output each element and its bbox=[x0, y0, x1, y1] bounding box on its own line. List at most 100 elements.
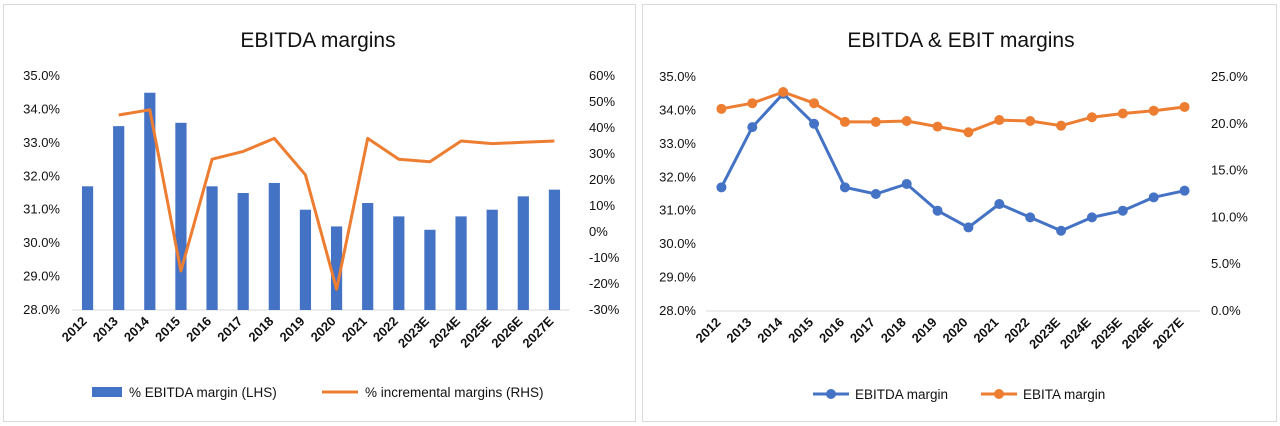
legend-label: EBITA margin bbox=[1023, 387, 1105, 402]
bar bbox=[517, 196, 529, 310]
x-tick-label: 2021 bbox=[970, 315, 1001, 346]
data-point bbox=[870, 189, 881, 199]
legend-swatch bbox=[92, 387, 122, 397]
y-left-tick-label: 31.0% bbox=[23, 202, 60, 217]
x-tick-label: 2015 bbox=[785, 315, 816, 346]
data-point bbox=[716, 103, 727, 114]
y-right-tick-label: -30% bbox=[589, 302, 620, 317]
legend-marker bbox=[826, 389, 836, 399]
bar bbox=[237, 193, 249, 310]
x-tick-label: 2013 bbox=[90, 314, 121, 345]
x-tick-label: 2015 bbox=[152, 314, 183, 345]
data-point bbox=[901, 178, 912, 189]
y-left-tick-label: 32.0% bbox=[23, 168, 60, 183]
y-right-tick-label: 5.0% bbox=[1211, 256, 1241, 271]
y-right-tick-label: 40% bbox=[589, 120, 615, 135]
y-right-tick-label: 15.0% bbox=[1211, 163, 1248, 178]
bar bbox=[548, 189, 561, 310]
ebitda-ebit-margins-chart: EBITDA & EBIT margins 28.0% 29.0% 30.0% 31.0… bbox=[642, 4, 1277, 422]
bar bbox=[455, 216, 467, 310]
y-left-tick-label: 28.0% bbox=[23, 302, 60, 317]
data-point bbox=[747, 122, 758, 133]
x-tick-label: 2016 bbox=[183, 314, 214, 345]
x-tick-label: 2017 bbox=[214, 314, 245, 345]
x-tick-label: 2014 bbox=[121, 313, 153, 345]
legend-marker bbox=[994, 389, 1004, 399]
x-tick-label: 2020 bbox=[308, 314, 339, 345]
data-point bbox=[809, 118, 820, 129]
x-tick-label: 2020 bbox=[940, 315, 971, 346]
y-left-tick-label: 35.0% bbox=[23, 68, 60, 83]
bar bbox=[113, 126, 125, 311]
data-point bbox=[809, 98, 820, 109]
data-point bbox=[1179, 185, 1190, 196]
x-tick-label: 2018 bbox=[878, 315, 909, 346]
data-point bbox=[1179, 101, 1190, 112]
y-left-tick-label: 31.0% bbox=[659, 203, 696, 218]
bar bbox=[424, 229, 436, 310]
x-tick-label: 2026E bbox=[488, 313, 525, 350]
data-point bbox=[932, 205, 943, 216]
data-point bbox=[994, 115, 1005, 126]
chart-title: EBITDA margins bbox=[240, 29, 395, 52]
data-point bbox=[963, 222, 974, 233]
y-right-tick-label: 0% bbox=[589, 224, 608, 239]
x-tick-label: 2024E bbox=[1057, 314, 1094, 351]
x-tick-label: 2017 bbox=[847, 315, 878, 346]
y-left-tick-label: 34.0% bbox=[659, 102, 696, 117]
y-right-tick-label: 25.0% bbox=[1211, 69, 1248, 84]
chart-title: EBITDA & EBIT margins bbox=[847, 29, 1074, 52]
y-right-tick-label: 60% bbox=[589, 68, 615, 83]
y-right-tick-label: 20% bbox=[589, 172, 615, 187]
data-point bbox=[1056, 225, 1067, 236]
data-point bbox=[839, 182, 850, 193]
data-point bbox=[1086, 212, 1097, 223]
bar bbox=[393, 216, 405, 310]
data-point bbox=[932, 121, 943, 132]
y-right-tick-label: 10% bbox=[589, 198, 615, 213]
y-left-tick-label: 30.0% bbox=[659, 236, 696, 251]
y-right-tick-label: -20% bbox=[589, 276, 620, 291]
y-left-tick-label: 29.0% bbox=[23, 269, 60, 284]
legend-label: % incremental margins (RHS) bbox=[365, 385, 544, 400]
bar bbox=[299, 209, 312, 310]
y-left-tick-label: 32.0% bbox=[659, 169, 696, 184]
y-right-tick-label: 10.0% bbox=[1211, 209, 1248, 224]
y-right-tick-label: 30% bbox=[589, 146, 615, 161]
bar bbox=[268, 182, 280, 310]
data-point bbox=[1056, 120, 1067, 131]
y-right-tick-label: 50% bbox=[589, 94, 615, 109]
x-tick-label: 2013 bbox=[723, 315, 754, 346]
y-left-tick-label: 29.0% bbox=[659, 270, 696, 285]
data-point bbox=[1148, 192, 1159, 203]
bar bbox=[362, 203, 374, 310]
x-tick-label: 2012 bbox=[59, 314, 90, 345]
legend-label: % EBITDA margin (LHS) bbox=[129, 385, 277, 400]
y-right-tick-label: 0.0% bbox=[1211, 303, 1241, 318]
x-tick-label: 2026E bbox=[1119, 314, 1156, 351]
data-point bbox=[778, 86, 789, 97]
data-point bbox=[716, 182, 727, 193]
bar bbox=[144, 92, 156, 310]
data-point bbox=[747, 98, 758, 109]
data-point bbox=[963, 127, 974, 138]
bar bbox=[81, 186, 94, 310]
y-left-tick-label: 34.0% bbox=[23, 101, 60, 116]
data-point bbox=[1117, 205, 1128, 216]
x-tick-label: 2016 bbox=[816, 315, 847, 346]
x-tick-label: 2014 bbox=[754, 314, 786, 346]
legend-label: EBITDA margin bbox=[855, 387, 948, 402]
ebitda-ebit-margins-svg: EBITDA & EBIT margins 28.0% 29.0% 30.0% 31.0… bbox=[659, 29, 1248, 402]
series-line bbox=[720, 92, 1185, 233]
y-left-tick-label: 33.0% bbox=[659, 136, 696, 151]
bar bbox=[486, 209, 498, 310]
data-point bbox=[1025, 212, 1036, 223]
x-tick-label: 2019 bbox=[277, 314, 308, 345]
x-tick-label: 2012 bbox=[693, 315, 724, 346]
x-tick-label: 2023E bbox=[1026, 314, 1063, 351]
data-point bbox=[1025, 115, 1036, 126]
x-tick-label: 2019 bbox=[909, 315, 940, 346]
data-point bbox=[1117, 108, 1128, 119]
x-tick-label: 2018 bbox=[245, 314, 276, 345]
bar bbox=[175, 122, 187, 310]
